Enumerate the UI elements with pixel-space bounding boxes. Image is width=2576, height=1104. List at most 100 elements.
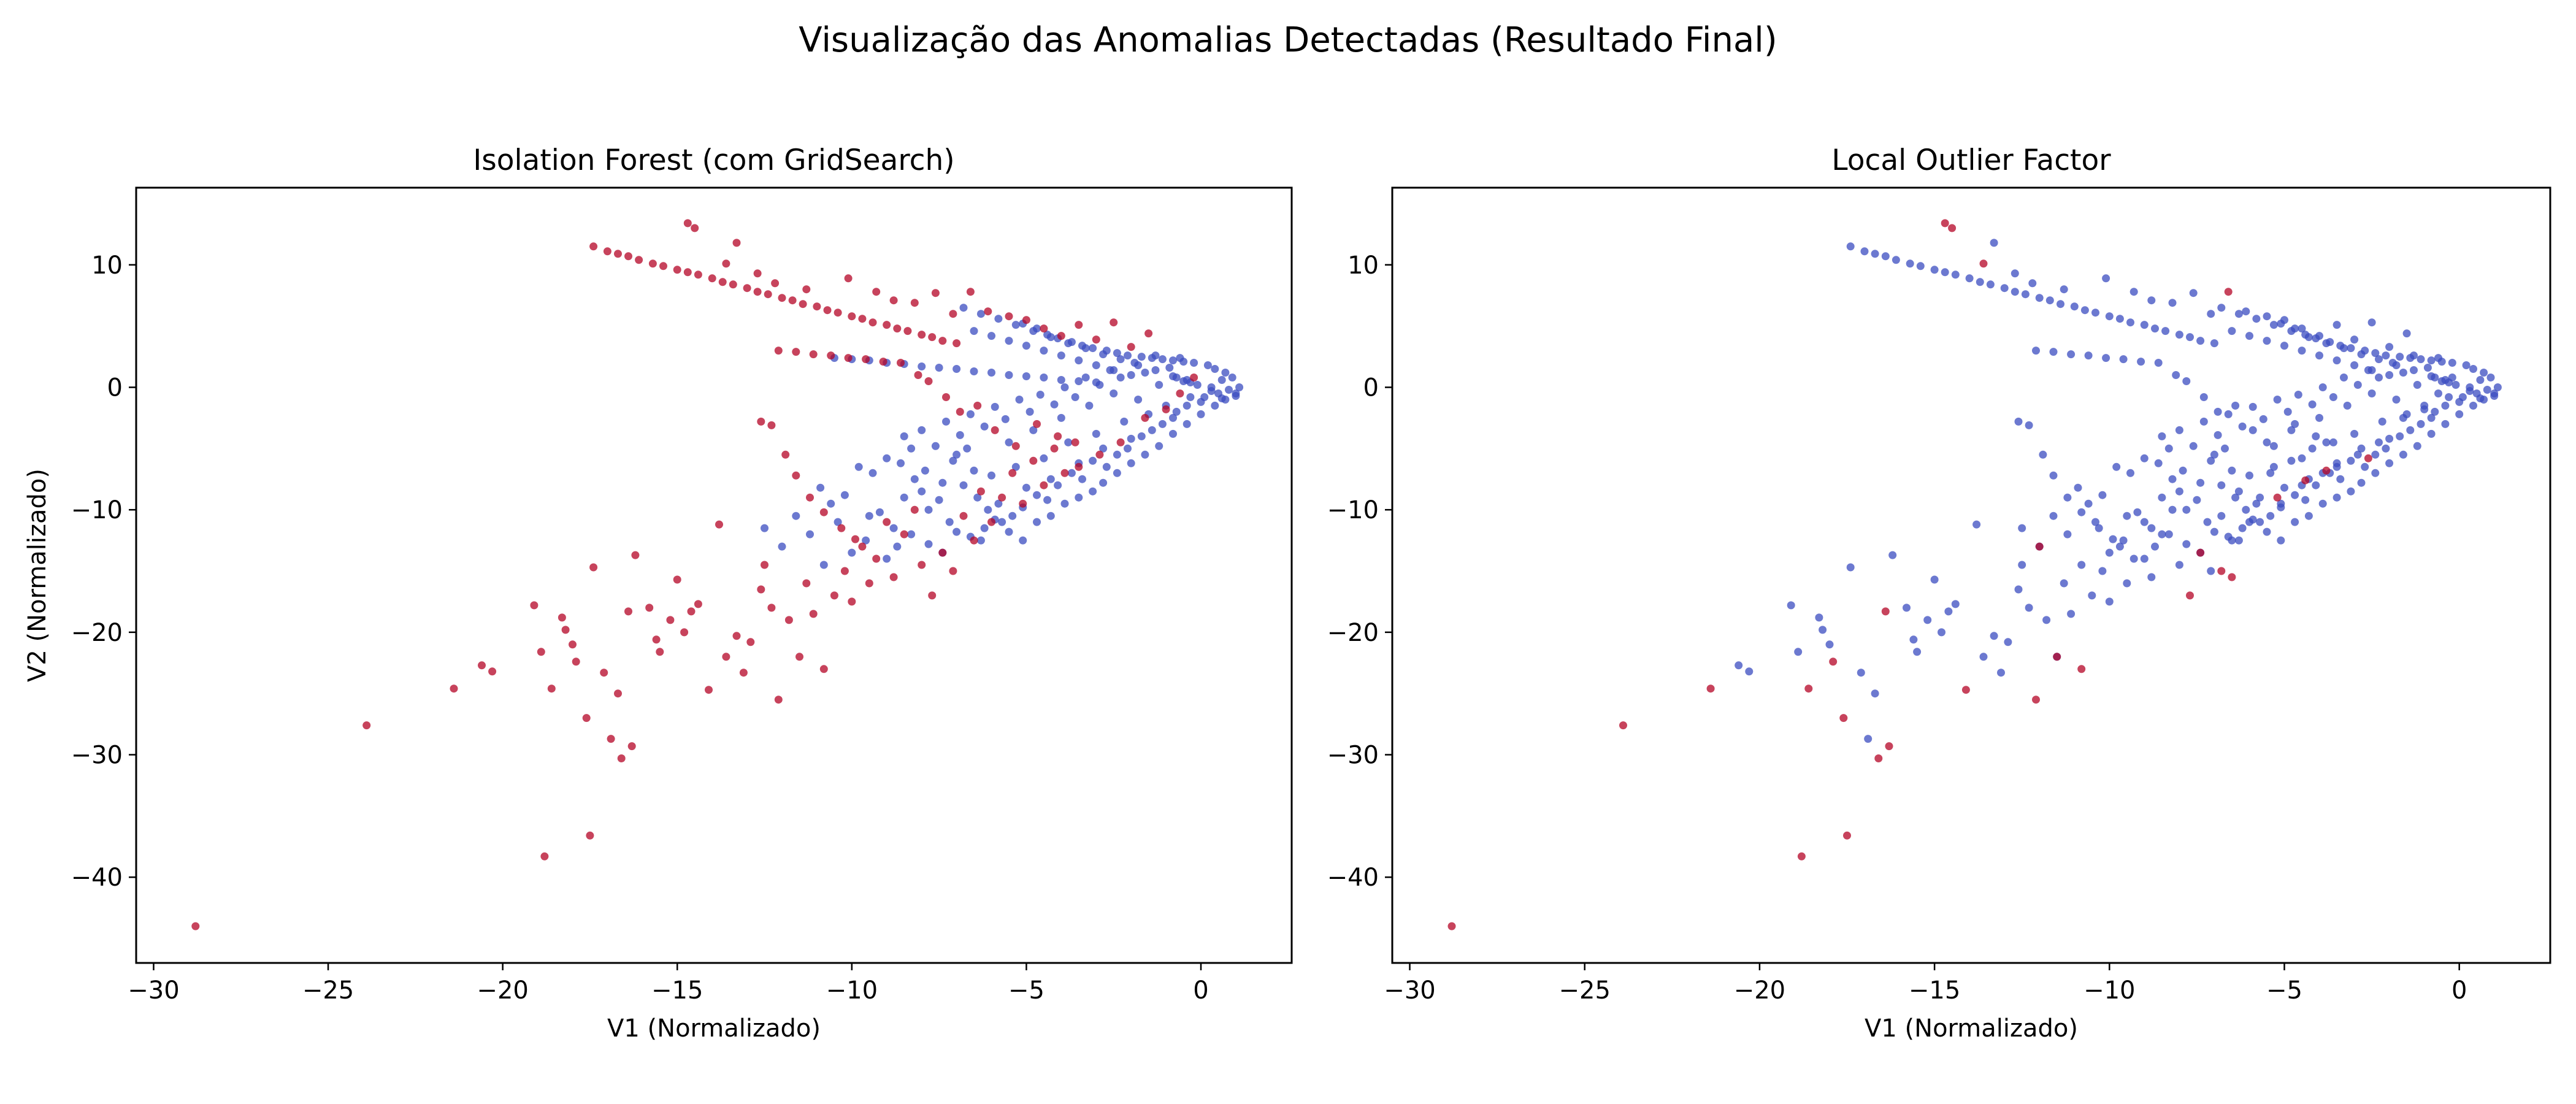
anomaly-point — [2322, 466, 2331, 475]
anomaly-point — [819, 665, 828, 673]
normal-point — [1005, 337, 1013, 345]
normal-point — [2399, 369, 2407, 377]
normal-point — [2234, 536, 2243, 545]
anomaly-point — [987, 518, 995, 526]
normal-point — [2084, 499, 2093, 508]
anomaly-point — [970, 536, 978, 545]
anomaly-point — [722, 653, 730, 661]
anomaly-point — [844, 354, 853, 362]
normal-point — [2045, 296, 2054, 305]
anomaly-point — [1162, 405, 1170, 413]
y-tick-label: −30 — [1327, 742, 1379, 770]
anomaly-point — [865, 579, 873, 588]
anomaly-point — [1092, 335, 1100, 344]
anomaly-point — [918, 561, 926, 569]
anomaly-point — [837, 524, 846, 532]
normal-point — [2469, 401, 2477, 410]
normal-point — [973, 493, 982, 502]
normal-point — [2427, 429, 2436, 438]
y-tick-label: 0 — [1363, 374, 1379, 402]
normal-point — [1081, 374, 1090, 381]
normal-point — [2483, 386, 2491, 394]
normal-point — [1217, 394, 1226, 402]
normal-point — [2063, 493, 2072, 502]
y-tick-label: −40 — [71, 864, 123, 892]
normal-point — [2140, 518, 2149, 526]
normal-point — [2322, 438, 2331, 447]
anomaly-point — [2196, 548, 2205, 557]
normal-point — [2000, 284, 2009, 293]
normal-point — [862, 536, 870, 545]
anomaly-point — [2032, 696, 2040, 704]
normal-point — [2147, 573, 2156, 581]
normal-point — [1054, 481, 1062, 489]
normal-point — [848, 548, 856, 557]
anomaly-point — [540, 852, 549, 861]
normal-point — [2371, 450, 2380, 459]
normal-point — [1938, 628, 1945, 637]
anomaly-point — [624, 252, 632, 261]
normal-point — [2371, 469, 2380, 477]
x-tick-label: −15 — [1909, 976, 1960, 1005]
normal-point — [2147, 296, 2156, 305]
normal-point — [2109, 535, 2117, 543]
normal-point — [2140, 321, 2149, 329]
normal-point — [1913, 648, 1922, 656]
normal-point — [1169, 356, 1177, 365]
anomaly-point — [1797, 852, 1806, 861]
x-tick-label: −20 — [477, 976, 528, 1005]
normal-point — [2427, 356, 2436, 365]
normal-point — [1057, 376, 1065, 384]
normal-point — [1127, 459, 1135, 467]
normal-point — [1951, 600, 1960, 608]
normal-point — [1092, 361, 1100, 369]
anomaly-point — [774, 347, 783, 355]
normal-point — [1040, 374, 1048, 381]
normal-point — [2291, 491, 2299, 499]
normal-point — [2057, 300, 2064, 309]
normal-point — [1085, 401, 1094, 410]
normal-point — [2164, 530, 2173, 539]
normal-point — [2217, 481, 2226, 489]
normal-point — [942, 417, 950, 426]
normal-point — [854, 462, 863, 471]
normal-point — [2448, 359, 2456, 367]
anomaly-point — [848, 597, 856, 606]
normal-point — [1787, 601, 1795, 610]
normal-point — [2308, 400, 2317, 408]
normal-point — [1078, 342, 1086, 350]
y-tick-label: −30 — [71, 742, 123, 770]
anomaly-point — [799, 300, 807, 309]
normal-point — [2318, 383, 2327, 391]
normal-point — [2287, 426, 2296, 434]
anomaly-point — [784, 616, 793, 624]
anomaly-point — [809, 610, 818, 618]
x-axis-label: V1 (Normalizado) — [607, 1014, 821, 1043]
normal-point — [2493, 383, 2502, 391]
normal-point — [1183, 420, 1191, 428]
normal-point — [953, 365, 961, 373]
normal-point — [2004, 638, 2012, 646]
normal-point — [938, 478, 947, 487]
normal-point — [1857, 669, 1865, 677]
anomaly-point — [603, 247, 611, 256]
normal-point — [2410, 366, 2418, 374]
anomaly-point — [2224, 288, 2233, 296]
panel-isolation-forest: Isolation Forest (com GridSearch) −30 −25… — [23, 144, 1293, 1043]
anomaly-point — [589, 563, 598, 572]
normal-point — [2466, 387, 2474, 395]
normal-point — [994, 499, 1003, 508]
normal-point — [2238, 524, 2247, 532]
normal-point — [2280, 342, 2288, 350]
anomaly-point — [1050, 444, 1059, 453]
anomaly-point — [683, 219, 692, 228]
y-tick-label: 0 — [107, 374, 123, 402]
normal-point — [1207, 387, 1216, 395]
normal-point — [2189, 289, 2198, 297]
normal-point — [2105, 597, 2114, 606]
anomaly-point — [732, 632, 741, 640]
normal-point — [827, 499, 835, 508]
normal-point — [1078, 475, 1086, 483]
anomaly-point — [862, 355, 870, 364]
normal-point — [1186, 393, 1195, 401]
